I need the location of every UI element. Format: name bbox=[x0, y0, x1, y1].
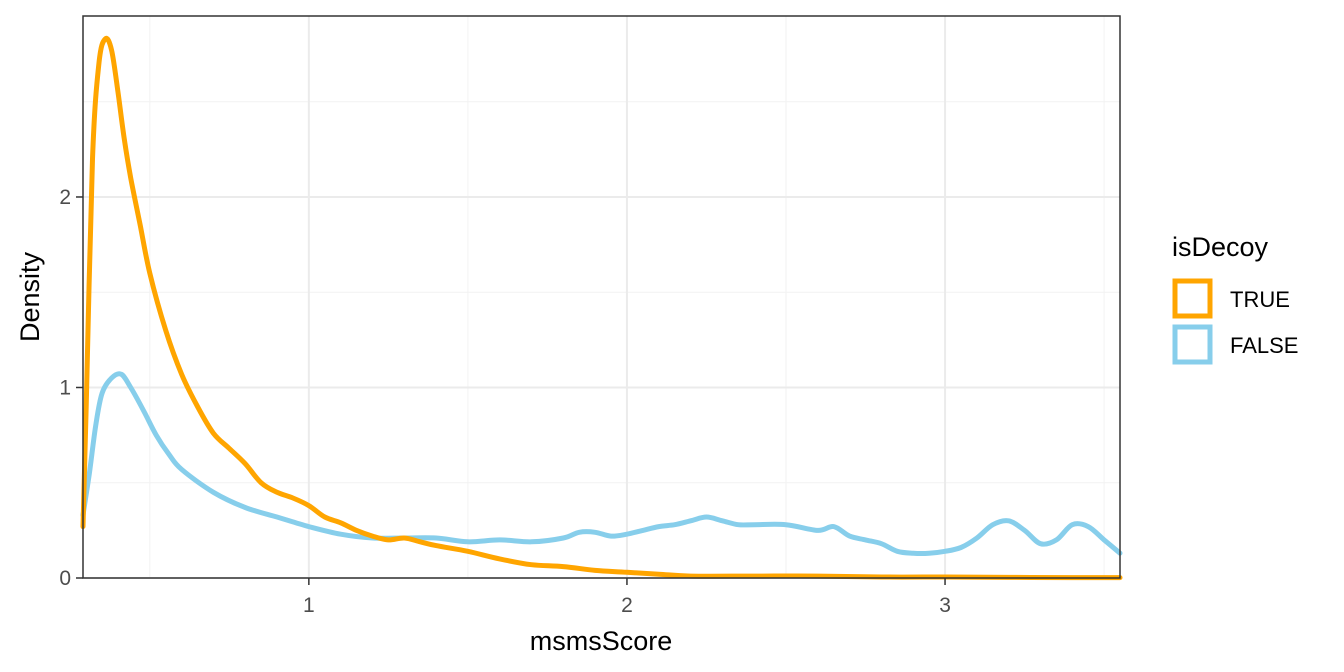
y-tick-label: 1 bbox=[59, 376, 71, 399]
x-tick-label: 2 bbox=[621, 594, 633, 617]
series-line-false bbox=[80, 371, 1123, 556]
series-line-true bbox=[80, 35, 1123, 581]
x-tick-label: 1 bbox=[303, 594, 315, 617]
legend-key-true bbox=[1172, 278, 1213, 319]
y-tick-label: 0 bbox=[59, 567, 71, 590]
plot-panel bbox=[83, 16, 1120, 578]
y-axis-title: Density bbox=[15, 251, 45, 342]
series-layer bbox=[80, 35, 1123, 581]
x-tick-label: 3 bbox=[939, 594, 951, 617]
x-axis: 1 2 3 bbox=[303, 578, 951, 617]
legend-label-false: FALSE bbox=[1230, 333, 1298, 358]
minor-gridlines bbox=[83, 16, 1120, 578]
legend-title: isDecoy bbox=[1172, 232, 1269, 262]
legend-key-false bbox=[1172, 324, 1213, 365]
x-axis-title: msmsScore bbox=[530, 626, 673, 656]
y-axis: 0 1 2 bbox=[59, 186, 83, 590]
legend: isDecoy TRUE FALSE bbox=[1172, 232, 1298, 365]
plot-panel-border bbox=[82, 15, 1121, 579]
y-tick-label: 2 bbox=[59, 186, 71, 209]
legend-label-true: TRUE bbox=[1230, 287, 1290, 312]
